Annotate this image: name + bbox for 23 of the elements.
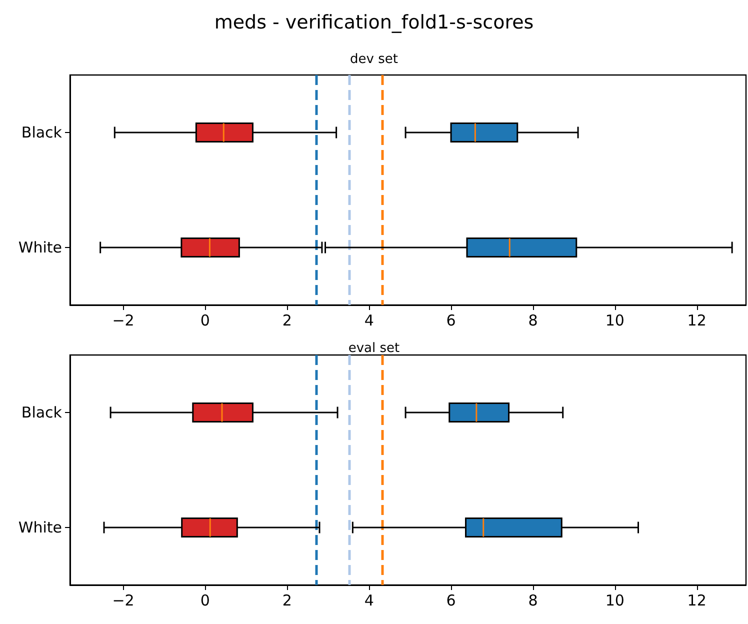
x-tick-label: 4 — [364, 312, 374, 330]
chart-title: eval set — [348, 341, 400, 356]
x-tick-label: 2 — [282, 312, 292, 330]
x-tick-label: 4 — [364, 592, 374, 610]
x-tick-label: 10 — [605, 592, 624, 610]
y-tick-label: White — [18, 518, 62, 536]
x-tick-label: 0 — [200, 312, 210, 330]
x-tick-label: 10 — [605, 312, 624, 330]
x-tick-label: 8 — [528, 312, 538, 330]
x-tick-label: 12 — [687, 312, 706, 330]
x-tick-label: 12 — [687, 592, 706, 610]
x-tick-label: −2 — [112, 592, 134, 610]
x-tick-label: 2 — [282, 592, 292, 610]
x-tick-label: 6 — [446, 312, 456, 330]
y-tick-label: Black — [21, 404, 62, 422]
x-tick-label: 8 — [528, 592, 538, 610]
chart-subtitle: dev set — [350, 52, 398, 67]
x-tick-label: 0 — [200, 592, 210, 610]
x-tick-label: 6 — [446, 592, 456, 610]
y-tick-label: Black — [21, 124, 62, 142]
x-tick-label: −2 — [112, 312, 134, 330]
chart-title: meds - verification_fold1-s-scores — [214, 12, 534, 34]
y-tick-label: White — [18, 238, 62, 256]
